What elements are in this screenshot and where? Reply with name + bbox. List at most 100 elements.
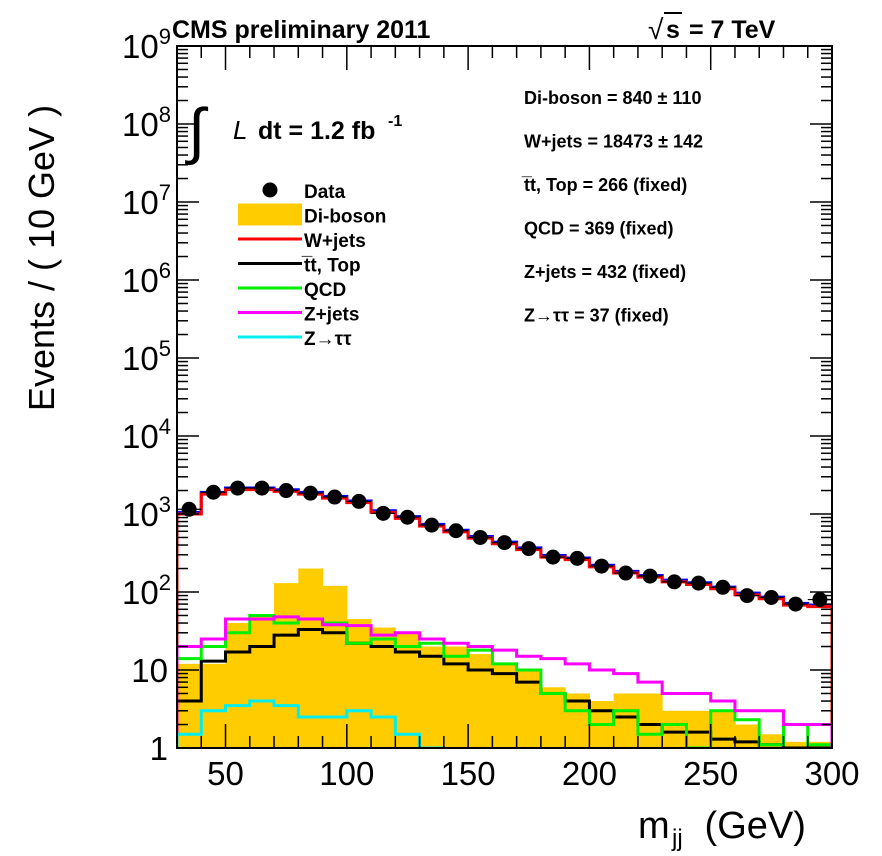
legend-label: Data	[304, 182, 346, 203]
y-tick-label: 103	[122, 492, 171, 533]
data-point	[594, 558, 610, 574]
diboson-bar	[201, 663, 227, 748]
data-point	[327, 489, 343, 505]
legend-entry: Z+jets	[238, 305, 359, 326]
legend-label: Di-boson	[304, 207, 386, 228]
y-tick-exp: 4	[159, 414, 171, 439]
diboson-bar	[565, 693, 590, 748]
diboson-bar	[662, 710, 687, 748]
data-point	[351, 493, 367, 509]
y-tick-exp: 8	[159, 102, 171, 127]
header-left-label: CMS preliminary 2011	[172, 16, 431, 44]
fit-result-text: Z→ττ = 37 (fixed)	[524, 306, 669, 326]
data-point	[642, 568, 658, 584]
legend-label: QCD	[304, 280, 346, 301]
data-point	[666, 574, 682, 590]
y-tick-label: 109	[122, 24, 171, 65]
data-point	[763, 590, 779, 606]
series-line-1	[177, 628, 832, 748]
data-point	[448, 523, 464, 539]
legend-label: W+jets	[304, 231, 366, 252]
diboson-bar	[468, 654, 493, 748]
data-point	[521, 541, 537, 557]
data-points	[177, 480, 832, 612]
series-0-group	[177, 568, 832, 748]
lumi-text: dt = 1.2 fb	[258, 117, 375, 145]
x-tick-label: 150	[441, 755, 496, 792]
diboson-bar	[249, 615, 275, 748]
x-axis-label-main: m	[638, 805, 670, 847]
fit-result-text: Di-boson = 840 ± 110	[524, 88, 701, 108]
diboson-bar	[346, 619, 372, 748]
diboson-bar	[540, 687, 566, 748]
data-point	[424, 517, 440, 533]
data-point	[472, 529, 488, 545]
y-tick-base: 10	[122, 184, 159, 221]
total-mc-line	[177, 486, 832, 748]
diboson-bar	[443, 646, 469, 748]
legend-entry: Z→ττ	[238, 329, 352, 350]
y-tick-exp: 5	[159, 336, 171, 361]
header-right-label: √ s = 7 TeV	[648, 12, 776, 45]
legend-entry: W+jets	[238, 231, 366, 252]
legend-entry: QCD	[238, 280, 346, 301]
y-tick-base: 10	[122, 496, 159, 533]
series-line-3	[177, 615, 832, 748]
diboson-bar	[225, 623, 251, 748]
x-tick-label: 250	[683, 755, 738, 792]
data-point	[302, 485, 318, 501]
data-point	[497, 535, 512, 551]
x-axis-label-sub: jj	[671, 825, 683, 851]
legend-entry: t̅t, Top	[238, 256, 361, 277]
y-tick-exp: 6	[159, 258, 171, 283]
legend-swatch	[238, 203, 302, 226]
x-tick-label: 100	[319, 755, 374, 792]
y-tick-base: 10	[122, 418, 159, 455]
x-tick-label: 50	[207, 755, 244, 792]
fit-result-text: W+jets = 18473 ± 142	[524, 132, 703, 152]
y-tick-base: 10	[122, 340, 159, 377]
plot-frame	[176, 45, 833, 749]
y-tick-label: 106	[122, 258, 171, 299]
y-tick-exp: 3	[159, 492, 171, 517]
diboson-bar	[710, 710, 736, 748]
header-right-s: s	[666, 16, 680, 44]
y-tick-label: 104	[122, 414, 171, 455]
data-point	[691, 575, 707, 591]
diboson-bar	[637, 693, 663, 748]
diboson-bar	[686, 710, 712, 748]
legend-entry: Di-boson	[238, 203, 386, 228]
y-tick-label: 102	[122, 570, 171, 611]
plot-border	[176, 45, 833, 749]
y-tick-label: 107	[122, 180, 171, 221]
legend: Data Di-boson W+jets t̅t, Top QCD Z+jets Z→ττ	[238, 182, 386, 350]
diboson-bar	[298, 568, 324, 748]
data-point	[254, 480, 270, 496]
diboson-bar	[783, 741, 809, 748]
x-tick-label: 200	[562, 755, 617, 792]
fit-result-text: QCD = 369 (fixed)	[524, 219, 674, 239]
y-tick-exp: 7	[159, 180, 171, 205]
diboson-bar	[419, 646, 445, 748]
plot-area	[177, 480, 832, 748]
diboson-bar	[274, 583, 299, 748]
diboson-bar	[322, 585, 348, 748]
header-right-energy: = 7 TeV	[682, 16, 776, 44]
fit-result-text: Z+jets = 432 (fixed)	[524, 262, 686, 282]
data-point	[739, 588, 755, 604]
data-point	[181, 501, 197, 517]
data-point	[569, 550, 585, 566]
diboson-bar	[734, 724, 760, 748]
y-axis-label: Events / ( 10 GeV )	[21, 105, 62, 411]
data-point	[375, 505, 391, 521]
data-point	[788, 596, 804, 612]
x-axis-label-unit: (GeV)	[694, 805, 806, 847]
data-point	[715, 579, 731, 595]
data-point	[399, 509, 415, 525]
x-tick-label: 300	[804, 755, 859, 792]
legend-label: t̅t, Top	[301, 256, 360, 277]
series-line-2	[177, 613, 832, 748]
data-point	[618, 565, 634, 581]
y-tick-label: 1	[150, 730, 168, 767]
lumi-superscript: -1	[388, 113, 402, 130]
